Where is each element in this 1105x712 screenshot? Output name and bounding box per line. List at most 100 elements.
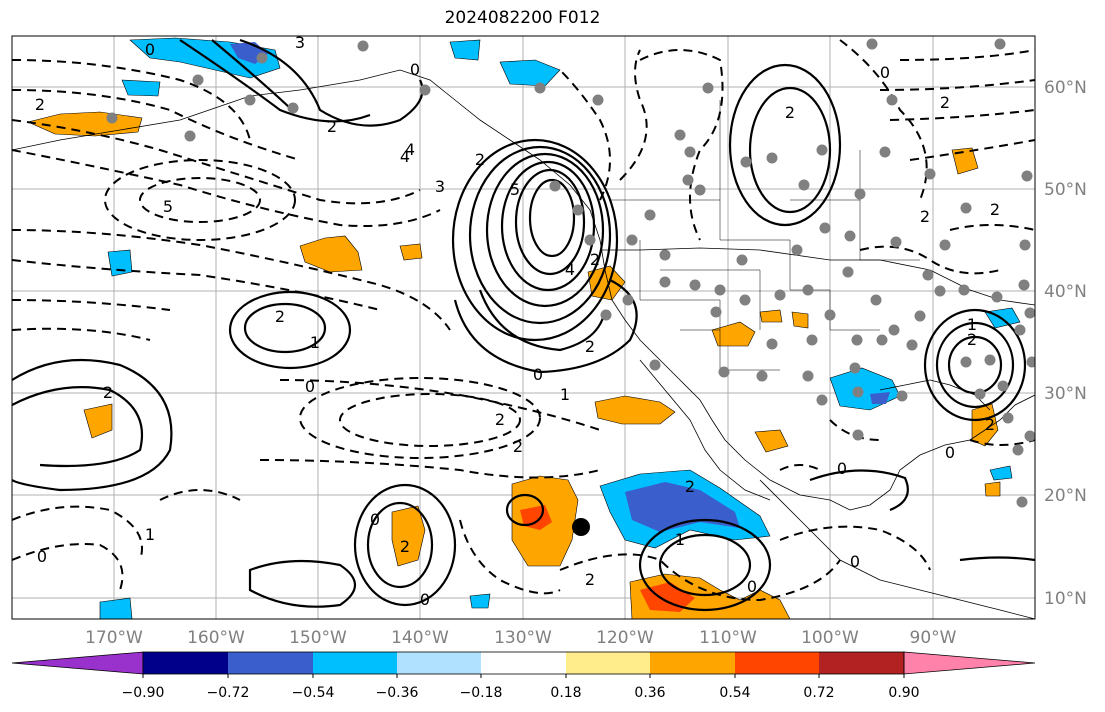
colorbar-segment (313, 652, 397, 674)
colorbar-segment (228, 652, 313, 674)
anomaly-orange-region (594, 395, 676, 425)
dashed-contours (12, 39, 1035, 602)
lat-label: 40°N (1044, 282, 1087, 302)
anomaly-blue-region (449, 39, 481, 61)
colorbar-segment (481, 652, 566, 674)
anomaly-orange-region (399, 243, 423, 261)
lat-label: 50°N (1044, 180, 1087, 200)
colorbar-tick-labels: −0.90 −0.72 −0.54 −0.36 −0.18 0.18 0.36 … (122, 685, 920, 701)
station-dots (106, 38, 1035, 508)
contour-label: 0 (370, 510, 380, 529)
contour-label: 0 (410, 60, 420, 79)
colorbar-extend-max (903, 651, 1036, 675)
contour-label: 4 (565, 260, 575, 279)
contour-label: 2 (785, 103, 795, 122)
contour-label: 2 (495, 410, 505, 429)
longitude-axis: 170°W 160°W 150°W 140°W 130°W 120°W 110°… (85, 628, 957, 648)
colorbar-tick-label: 0.90 (888, 685, 919, 701)
anomaly-blue-region (121, 79, 161, 97)
contour-label: 2 (275, 307, 285, 326)
contour-label: 2 (327, 117, 337, 136)
lat-label: 60°N (1044, 78, 1087, 98)
contour-label: 0 (305, 377, 315, 396)
colorbar-segment (566, 652, 650, 674)
contour-label: 2 (967, 330, 977, 349)
contour-label: 2 (35, 95, 45, 114)
contour-label: 2 (513, 437, 523, 456)
contour-label: 0 (850, 552, 860, 571)
contour-label: 5 (163, 197, 173, 216)
contour-label: 0 (37, 547, 47, 566)
anomaly-orange-region (391, 505, 426, 567)
lat-label: 30°N (1044, 384, 1087, 404)
anomaly-blue-region (499, 59, 561, 87)
colorbar-tick-label: 0.36 (634, 685, 665, 701)
lon-label: 90°W (910, 628, 957, 648)
lon-label: 150°W (289, 628, 347, 648)
colorbar-tick-label: −0.90 (122, 685, 165, 701)
lon-label: 170°W (85, 628, 143, 648)
contour-label: 2 (685, 477, 695, 496)
contour-label: 2 (585, 337, 595, 356)
colorbar-tick-label: 0.72 (803, 685, 834, 701)
anomaly-orange-region (791, 311, 809, 329)
anomaly-orange-region (759, 309, 783, 323)
anomaly-orange-region (951, 147, 979, 175)
contour-label: 0 (880, 63, 890, 82)
lon-label: 130°W (494, 628, 552, 648)
colorbar-tick-label: 0.18 (550, 685, 581, 701)
anomaly-orange-region (83, 403, 113, 439)
contour-label: 0 (533, 365, 543, 384)
contour-label: 0 (145, 40, 155, 59)
solid-contours (12, 38, 1035, 612)
contour-label: 1 (310, 333, 320, 352)
lon-label: 110°W (699, 628, 757, 648)
colorbar-tick-label: −0.36 (376, 685, 419, 701)
contour-label: 2 (920, 207, 930, 226)
contour-label: 0 (945, 443, 955, 462)
coastlines (12, 69, 1035, 619)
contour-label: 1 (145, 525, 155, 544)
anomaly-orange-region (984, 481, 1001, 497)
lon-label: 160°W (187, 628, 245, 648)
contour-label: 3 (435, 177, 445, 196)
contour-label: 0 (837, 459, 847, 478)
colorbar-tick-label: 0.54 (719, 685, 750, 701)
contour-label: 3 (295, 33, 305, 52)
anomaly-orange-region (299, 235, 363, 273)
lat-label: 20°N (1044, 486, 1087, 506)
contour-label: 1 (560, 385, 570, 404)
contour-label: 2 (985, 415, 995, 434)
contour-label: 2 (590, 250, 600, 269)
latitude-axis: 60°N 50°N 40°N 30°N 20°N 10°N (1044, 78, 1087, 609)
colorbar-frame (142, 651, 905, 675)
storm-center-marker (572, 518, 590, 536)
colorbar-segment (735, 652, 819, 674)
lon-label: 100°W (801, 628, 859, 648)
map-frame (11, 35, 1036, 620)
contour-label: 5 (510, 180, 520, 199)
contour-label: 0 (747, 577, 757, 596)
contour-label: 2 (990, 200, 1000, 219)
contour-label: 0 (420, 590, 430, 609)
contour-label: 4 (405, 140, 415, 159)
contour-label: 4 (400, 147, 410, 166)
anomaly-orange-region (711, 321, 756, 347)
contour-label: 2 (585, 570, 595, 589)
contour-label: 2 (475, 150, 485, 169)
colorbar-tick-label: −0.72 (207, 685, 250, 701)
anomaly-blue-region (107, 249, 133, 277)
anomaly-blue-region (99, 597, 133, 619)
contour-label: 1 (967, 315, 977, 334)
lon-label: 140°W (391, 628, 449, 648)
anomaly-orange-region (754, 429, 789, 453)
lat-label: 10°N (1044, 589, 1087, 609)
colorbar-tick-label: −0.18 (460, 685, 503, 701)
colorbar-segment (397, 652, 481, 674)
contour-label: 2 (103, 383, 113, 402)
anomaly-blue-region (989, 465, 1013, 481)
colorbar-extend-min (11, 651, 144, 675)
map-title: 2024082200 F012 (444, 8, 601, 28)
